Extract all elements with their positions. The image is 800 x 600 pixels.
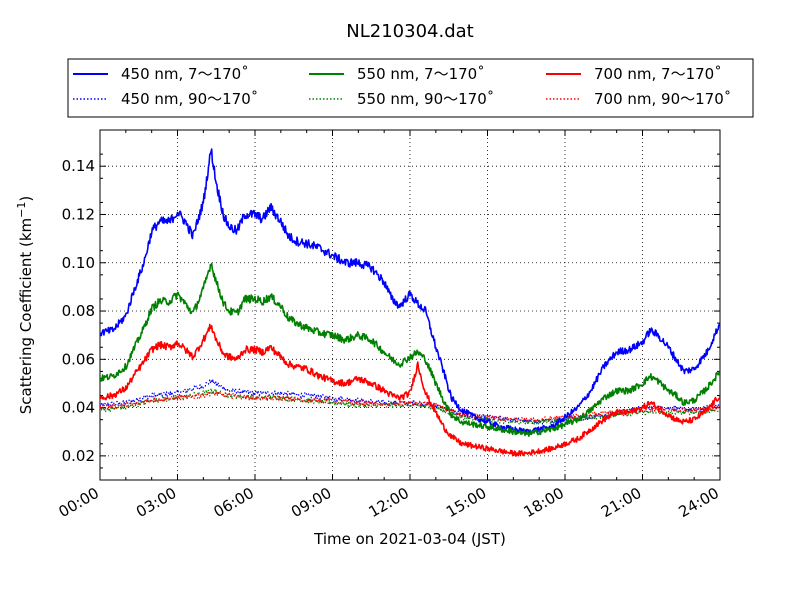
x-axis-tick-labels: 00:00 03:00 06:00 09:00 12:00 15:00 18:00 21:00… — [56, 484, 722, 521]
data-series — [100, 148, 720, 457]
x-tick-label: 00:00 — [56, 484, 102, 521]
y-axis-tick-labels: 0.02 0.04 0.06 0.08 0.10 0.12 0.14 — [62, 157, 95, 465]
y-tick-label: 0.04 — [62, 399, 95, 417]
series-line-0 — [100, 148, 720, 435]
legend-label-5: 700 nm, 90～170˚ — [594, 90, 731, 108]
x-tick-label: 03:00 — [133, 484, 179, 521]
x-axis-label: Time on 2021-03-04 (JST) — [313, 530, 506, 548]
legend-box — [67, 58, 754, 118]
series-line-2 — [100, 323, 720, 457]
y-axis-label-superscript: −1 — [15, 202, 28, 218]
y-axis-label: Scattering Coefficient (km−1) — [15, 196, 35, 415]
legend-label-4: 550 nm, 90～170˚ — [357, 90, 494, 108]
y-axis-label-main: Scattering Coefficient (km — [17, 218, 35, 414]
y-tick-label: 0.02 — [62, 447, 95, 465]
grid — [100, 130, 720, 480]
chart-title: NL210304.dat — [346, 21, 473, 42]
x-tick-label: 12:00 — [366, 484, 412, 521]
legend-label-3: 450 nm, 90～170˚ — [121, 90, 258, 108]
x-tick-label: 06:00 — [211, 484, 257, 521]
x-tick-label: 24:00 — [676, 484, 722, 521]
x-tick-label: 09:00 — [288, 484, 334, 521]
x-tick-label: 21:00 — [598, 484, 644, 521]
y-tick-label: 0.14 — [62, 157, 95, 175]
legend-label-1: 550 nm, 7～170˚ — [357, 65, 485, 83]
y-tick-label: 0.06 — [62, 350, 95, 368]
x-tick-label: 15:00 — [443, 484, 489, 521]
y-tick-label: 0.12 — [62, 205, 95, 223]
legend: 450 nm, 7～170˚ 550 nm, 7～170˚ 700 nm, 7～17… — [73, 65, 731, 108]
legend-label-2: 700 nm, 7～170˚ — [594, 65, 722, 83]
y-axis-label-end: ) — [17, 196, 35, 202]
y-tick-label: 0.08 — [62, 302, 95, 320]
y-tick-label: 0.10 — [62, 254, 95, 272]
series-line-5 — [100, 390, 720, 423]
legend-label-0: 450 nm, 7～170˚ — [121, 65, 249, 83]
x-tick-label: 18:00 — [521, 484, 567, 521]
plot-area — [99, 129, 721, 481]
series-line-1 — [100, 262, 720, 437]
